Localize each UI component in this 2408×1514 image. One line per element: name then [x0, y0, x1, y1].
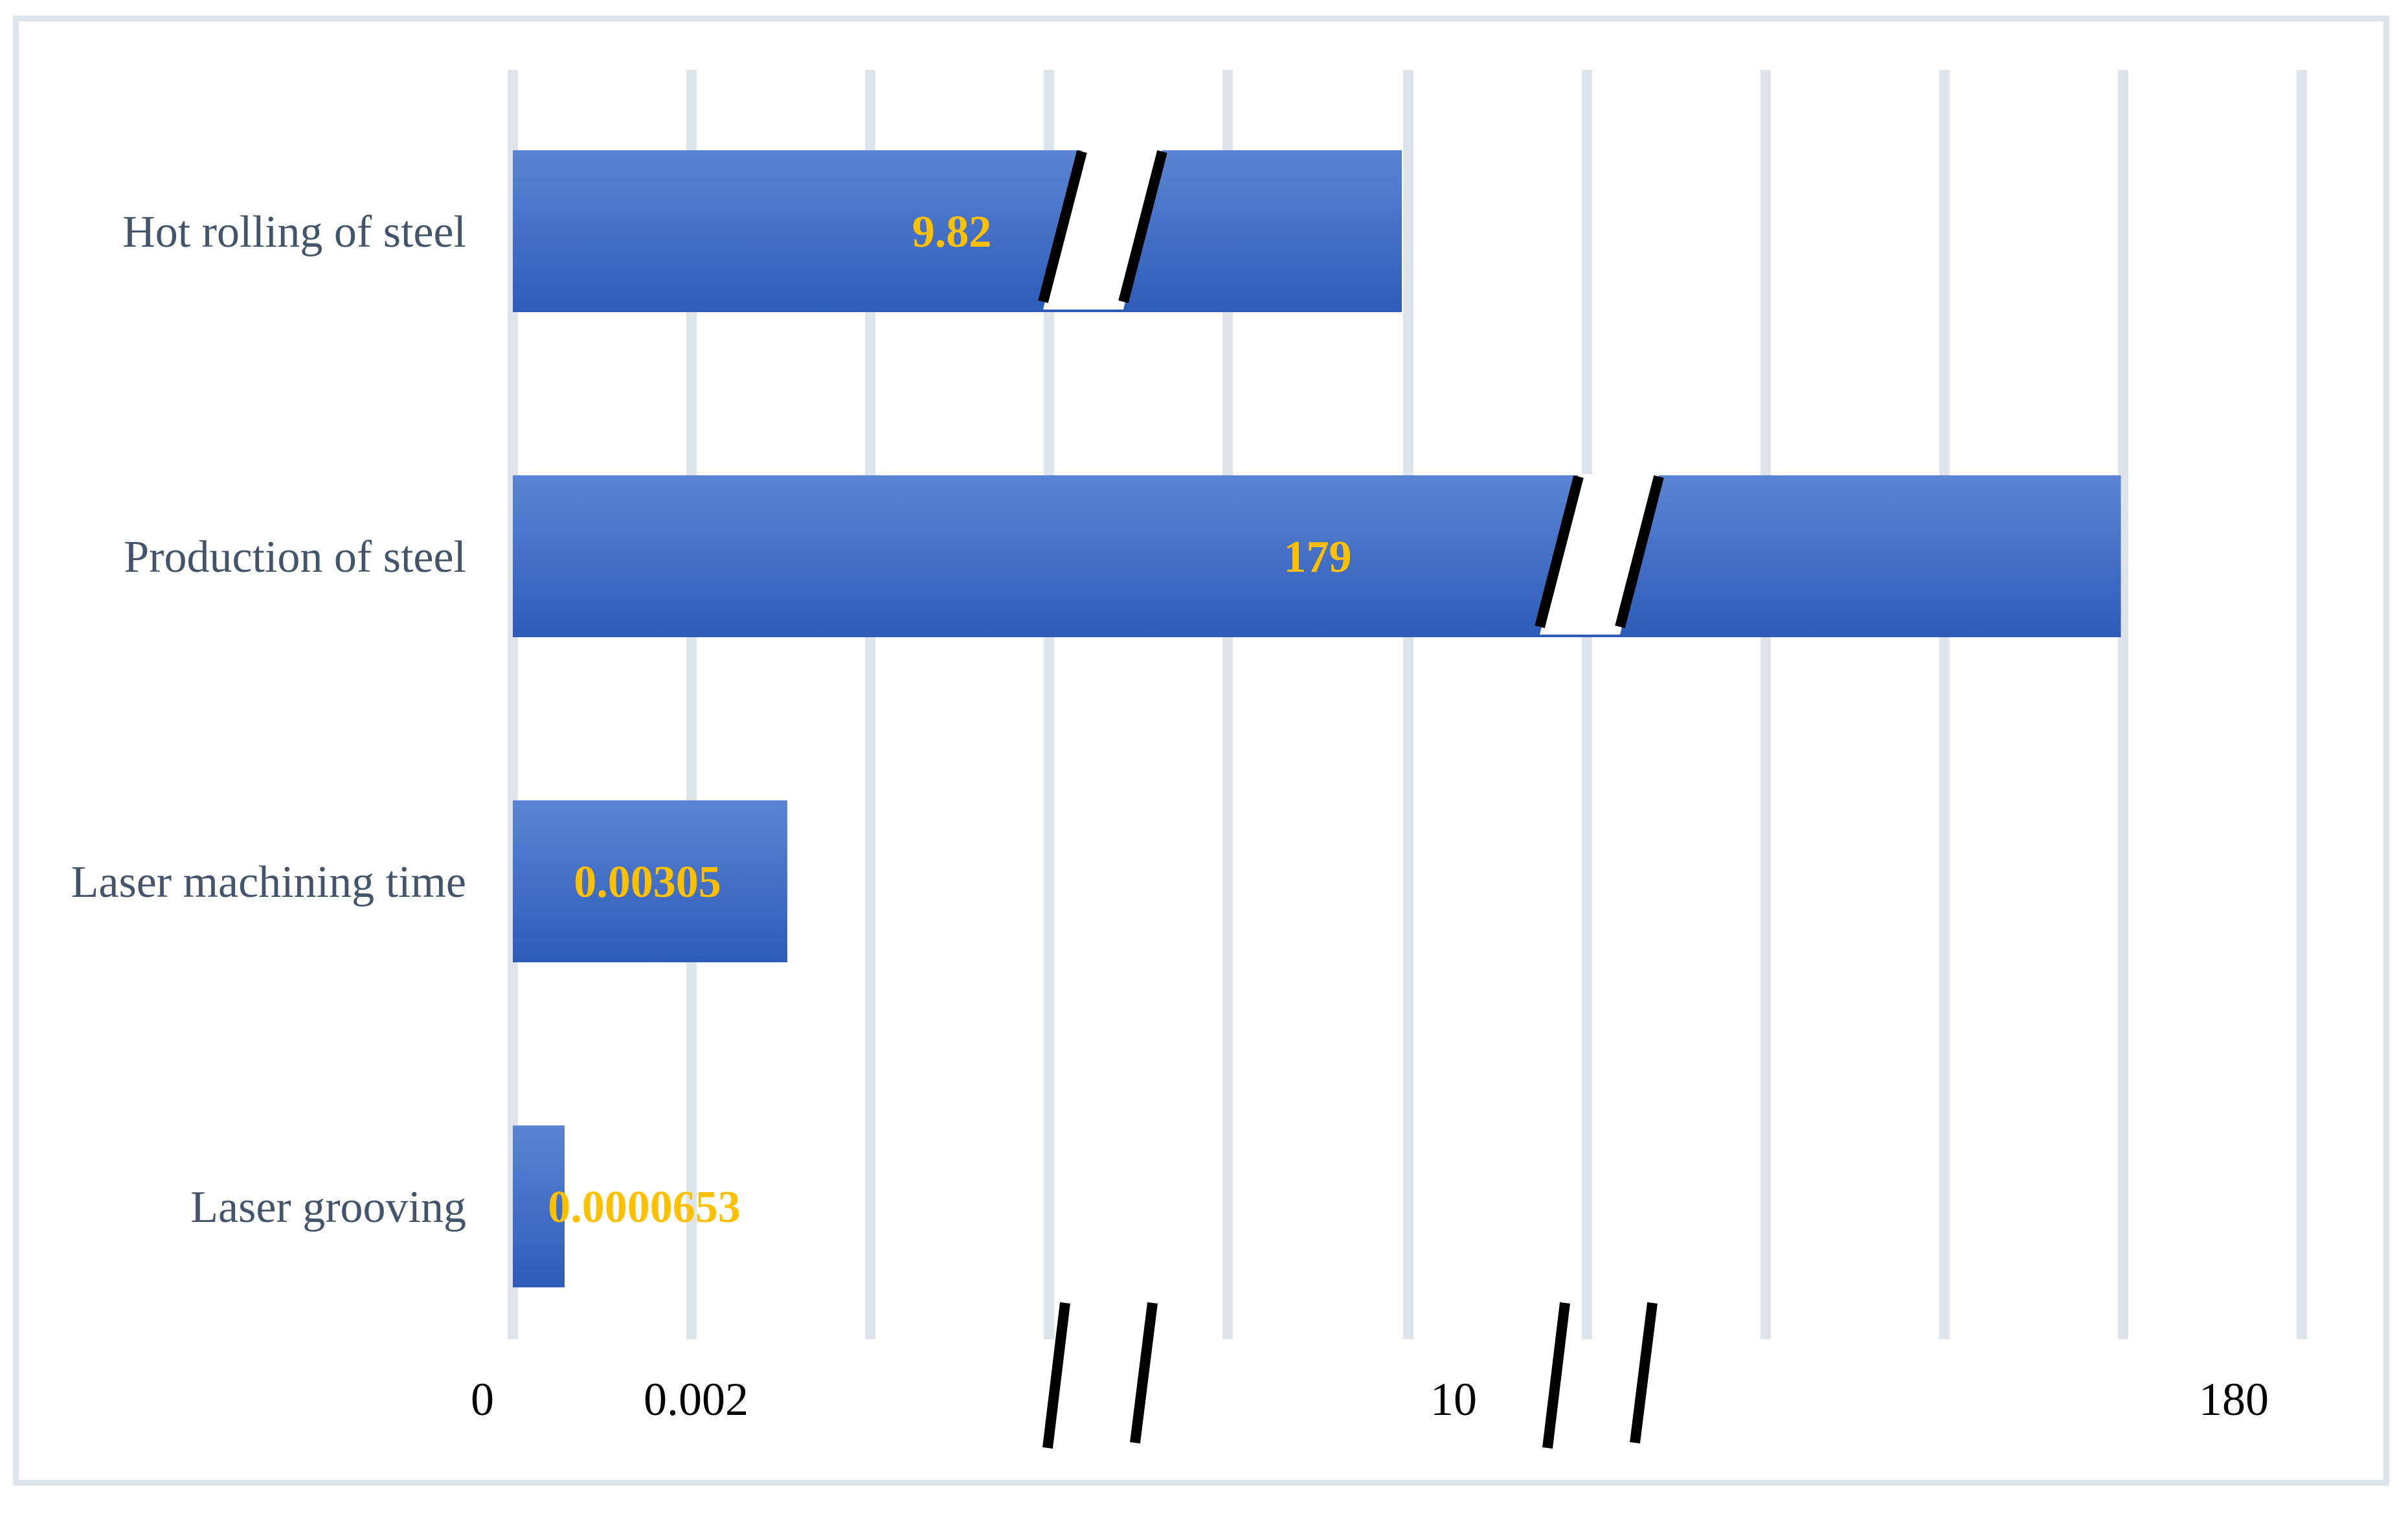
category-labels: Hot rolling of steel Production of steel L…	[71, 207, 466, 1232]
axis-break-1	[1042, 1302, 1158, 1449]
axis-break-2-right	[1630, 1302, 1658, 1443]
bar-break-hot-rolling-right-stroke	[1118, 150, 1167, 304]
bar-1	[513, 475, 2121, 637]
axis-break-1-right	[1130, 1302, 1158, 1443]
bar-break-production	[1535, 474, 1664, 635]
axis-break-1-left	[1042, 1302, 1070, 1449]
bar-break-production-right-stroke	[1615, 475, 1664, 629]
axis-break-2	[1542, 1302, 1658, 1449]
category-label-2: Laser machining time	[71, 857, 466, 907]
bar-2	[513, 800, 787, 962]
tick-label-2: 10	[1430, 1373, 1477, 1425]
tick-label-3: 180	[2199, 1373, 2269, 1425]
data-label-2: 0.00305	[574, 857, 721, 907]
data-label-3: 0.0000653	[548, 1182, 741, 1232]
bar-0	[513, 150, 1402, 312]
axis-breaks	[1038, 149, 1664, 1449]
data-label-0: 9.82	[912, 207, 992, 257]
data-label-1: 179	[1284, 532, 1352, 582]
bar-3	[513, 1125, 565, 1287]
data-labels: 9.82 179 0.00305 0.0000653	[548, 207, 1351, 1232]
axis-break-2-left	[1542, 1302, 1570, 1449]
bar-break-production-left-stroke	[1535, 475, 1584, 629]
category-label-3: Laser grooving	[190, 1182, 466, 1232]
tick-label-1: 0.002	[644, 1373, 748, 1425]
bar-break-hot-rolling-left-stroke	[1038, 150, 1087, 304]
bars	[513, 150, 2121, 1287]
category-label-1: Production of steel	[124, 532, 466, 582]
tick-label-0: 0	[471, 1373, 494, 1425]
category-label-0: Hot rolling of steel	[122, 207, 466, 257]
bar-break-hot-rolling	[1038, 149, 1167, 310]
tick-labels: 0 0.002 10 180	[471, 1373, 2269, 1425]
